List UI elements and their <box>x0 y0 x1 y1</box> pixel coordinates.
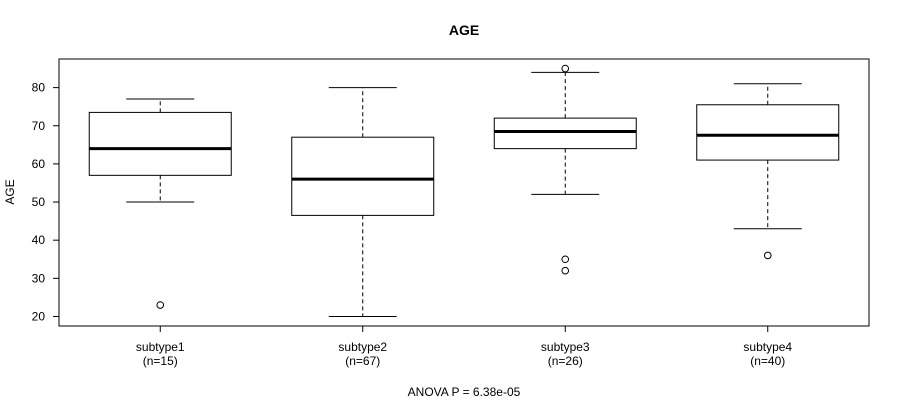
y-tick-label: 50 <box>32 195 46 209</box>
iqr-box <box>493 117 637 150</box>
iqr-box <box>696 104 840 161</box>
iqr-box <box>88 111 232 176</box>
box-subtype1 <box>88 98 232 309</box>
y-tick-label: 70 <box>32 119 46 133</box>
y-axis-label: AGE <box>3 179 17 204</box>
x-category-label: subtype4 <box>743 340 792 354</box>
x-category-count: (n=40) <box>750 354 785 368</box>
x-category-label: subtype1 <box>136 340 185 354</box>
y-tick-label: 30 <box>32 271 46 285</box>
x-category-count: (n=26) <box>548 354 583 368</box>
y-tick-label: 20 <box>32 309 46 323</box>
iqr-box <box>291 136 435 216</box>
box-group <box>88 64 840 317</box>
y-tick-label: 80 <box>32 81 46 95</box>
anova-footnote: ANOVA P = 6.38e-05 <box>408 385 521 399</box>
outlier-point <box>763 251 772 260</box>
y-axis: 20 30 40 50 60 70 80 <box>32 81 60 323</box>
outlier-point <box>561 64 570 73</box>
x-category-label: subtype3 <box>541 340 590 354</box>
x-category-label: subtype2 <box>338 340 387 354</box>
outlier-point <box>561 255 570 264</box>
x-category-count: (n=67) <box>345 354 380 368</box>
y-tick-label: 40 <box>32 233 46 247</box>
x-category-count: (n=15) <box>143 354 178 368</box>
x-axis-labels: subtype1(n=15) subtype2(n=67) subtype3(n=2… <box>136 326 792 368</box>
outlier-point <box>156 301 165 309</box>
y-tick-label: 60 <box>32 157 46 171</box>
box-subtype3 <box>493 64 637 275</box>
box-subtype4 <box>696 83 840 260</box>
box-subtype2 <box>291 87 435 317</box>
outlier-point <box>561 266 570 275</box>
chart-title: AGE <box>449 22 479 38</box>
